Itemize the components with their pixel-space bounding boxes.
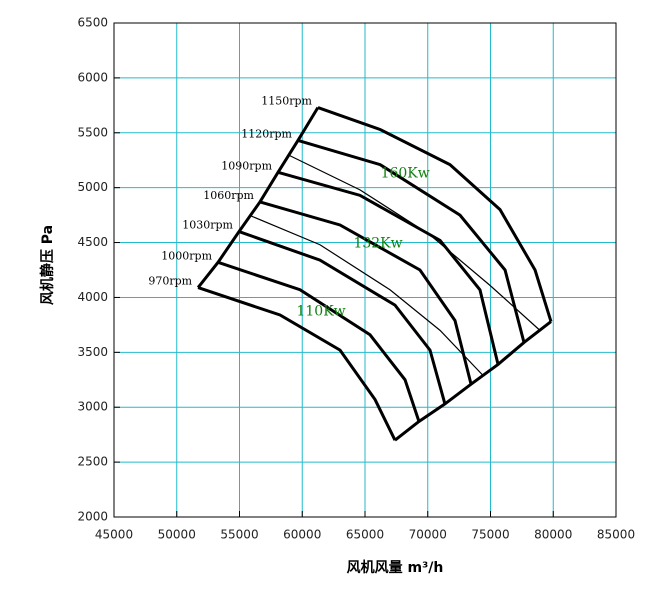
power-label: 110Kw [296, 304, 345, 320]
x-tick-label: 75000 [471, 528, 509, 542]
rpm-curve [277, 170, 500, 365]
rpm-label: 1150rpm [261, 95, 312, 108]
y-tick-label: 5500 [77, 125, 108, 139]
right-boundary [394, 320, 552, 442]
y-tick-label: 2500 [77, 455, 108, 469]
rpm-curve [197, 286, 397, 441]
rpm-curve [259, 200, 473, 385]
rpm-label: 970rpm [148, 275, 192, 288]
y-tick-label: 2000 [77, 510, 108, 524]
rpm-curve [297, 139, 526, 343]
x-tick-label: 65000 [346, 528, 384, 542]
y-tick-label: 4000 [77, 290, 108, 304]
x-axis-title: 风机风量 m³/h [347, 559, 444, 576]
rpm-label: 1060rpm [203, 189, 254, 202]
power-label: 132Kw [353, 236, 402, 252]
y-tick-label: 6500 [77, 16, 108, 30]
y-tick-label: 4500 [77, 235, 108, 249]
plot-frame [113, 22, 617, 518]
left-boundary [196, 106, 320, 289]
rpm-label: 1030rpm [182, 219, 233, 232]
y-tick-label: 5000 [77, 180, 108, 194]
x-tick-label: 55000 [220, 528, 258, 542]
y-tick-label: 3000 [77, 400, 108, 414]
x-tick-label: 85000 [597, 528, 635, 542]
x-tick-label: 80000 [534, 528, 572, 542]
rpm-curve [317, 106, 553, 323]
x-tick-label: 50000 [158, 528, 196, 542]
rpm-label: 1090rpm [221, 159, 272, 172]
rpm-curve [238, 230, 447, 405]
y-tick-label: 6000 [77, 70, 108, 84]
rpm-curve [217, 260, 421, 422]
power-label: 160Kw [381, 165, 430, 181]
x-tick-label: 70000 [409, 528, 447, 542]
x-tick-label: 45000 [95, 528, 133, 542]
rpm-label: 1000rpm [161, 249, 212, 262]
y-tick-label: 3500 [77, 345, 108, 359]
rpm-label: 1120rpm [241, 127, 292, 140]
y-axis-title: 风机静压 Pa [39, 225, 56, 305]
x-tick-label: 60000 [283, 528, 321, 542]
rpm-curve [248, 214, 484, 376]
